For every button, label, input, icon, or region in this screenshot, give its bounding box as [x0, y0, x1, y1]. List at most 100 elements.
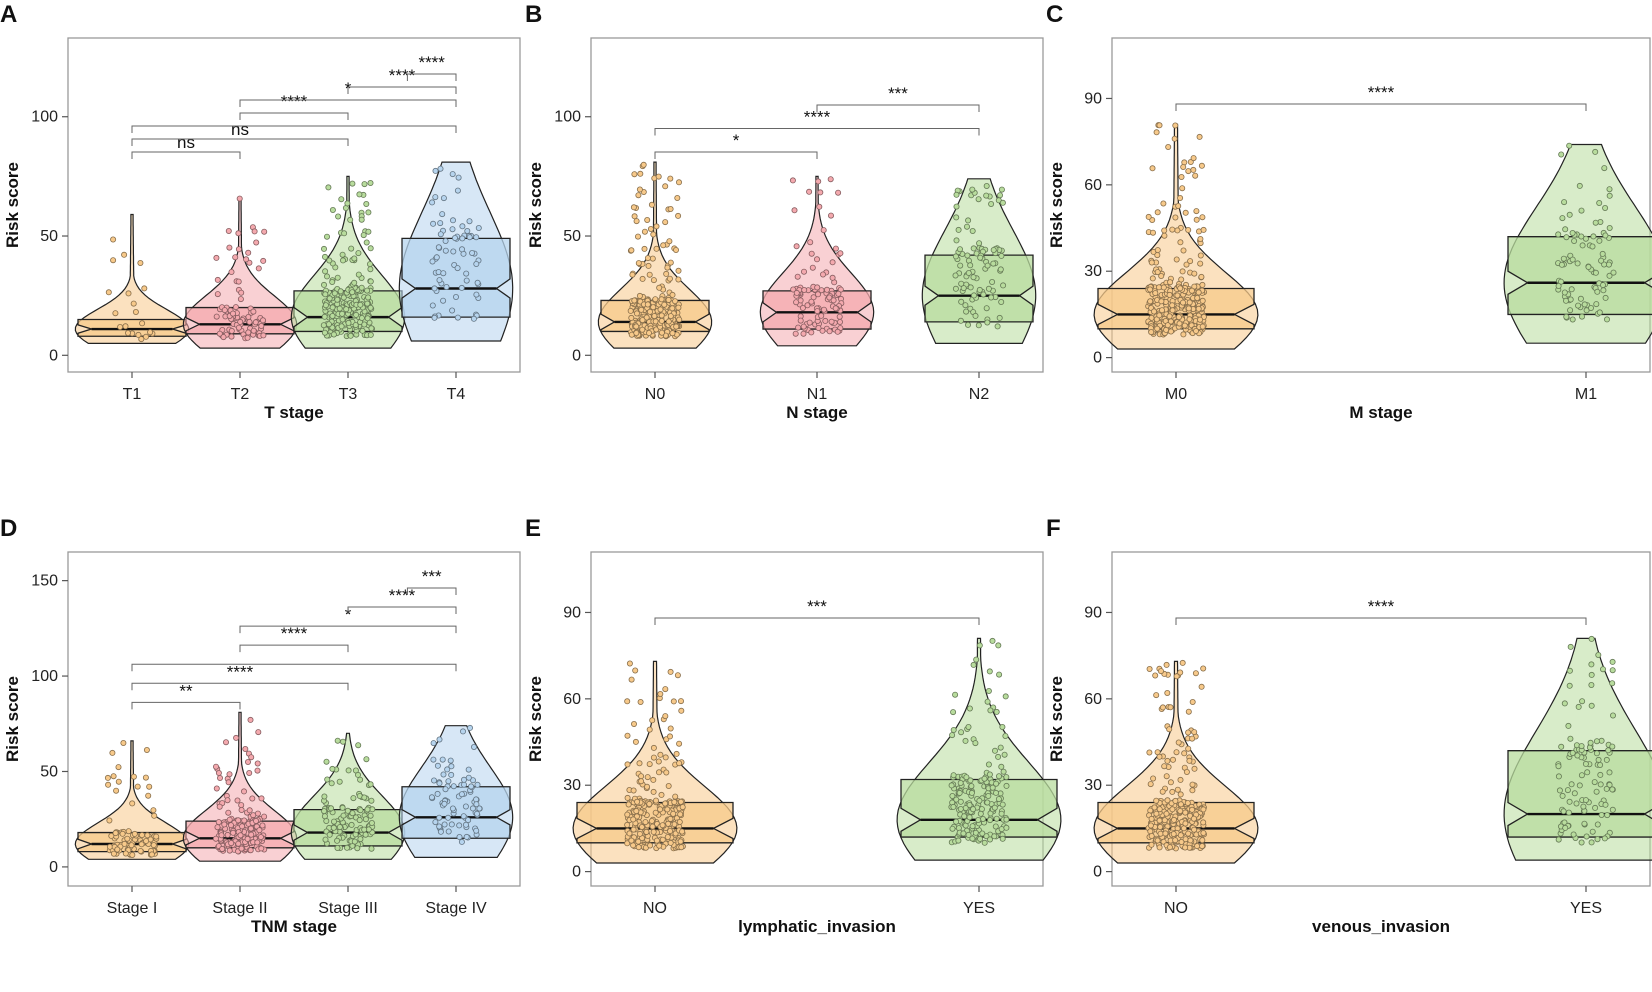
data-point	[667, 839, 674, 846]
data-point	[672, 793, 679, 800]
data-point	[121, 251, 128, 258]
data-point	[1199, 323, 1206, 330]
data-point	[658, 791, 665, 798]
data-point	[646, 761, 653, 768]
data-point	[254, 767, 261, 774]
data-point	[451, 234, 458, 241]
data-point	[1002, 733, 1009, 740]
data-point	[428, 794, 435, 801]
data-point	[969, 823, 976, 830]
data-point	[323, 818, 330, 825]
data-point	[238, 807, 245, 814]
significance-bracket: ***	[406, 567, 457, 595]
data-point	[1149, 165, 1156, 172]
data-point	[1595, 756, 1602, 763]
data-point	[439, 756, 446, 763]
data-point	[1555, 282, 1562, 289]
data-point	[1569, 316, 1576, 323]
data-point	[345, 767, 352, 774]
data-point	[678, 844, 685, 851]
data-point	[663, 769, 670, 776]
data-point	[447, 757, 454, 764]
data-point	[228, 333, 235, 340]
data-point	[228, 268, 235, 275]
data-point	[212, 835, 219, 842]
data-point	[1197, 316, 1204, 323]
data-point	[462, 803, 469, 810]
significance-label: ****	[1368, 597, 1395, 616]
data-point	[667, 828, 674, 835]
data-point	[440, 771, 447, 778]
data-point	[795, 324, 802, 331]
data-point	[966, 802, 973, 809]
data-point	[1181, 750, 1188, 757]
data-point	[361, 794, 368, 801]
data-point	[650, 828, 657, 835]
data-point	[636, 292, 643, 299]
data-point	[1594, 288, 1601, 295]
data-point	[673, 323, 680, 330]
data-point	[1592, 269, 1599, 276]
data-point	[957, 798, 964, 805]
data-point	[1161, 817, 1168, 824]
data-point	[950, 709, 957, 716]
data-point	[125, 329, 132, 336]
data-point	[246, 318, 253, 325]
significance-bracket: ****	[347, 586, 457, 615]
data-point	[1576, 782, 1583, 789]
data-point	[138, 832, 145, 839]
significance-label: ***	[422, 567, 442, 586]
data-point	[1184, 800, 1191, 807]
data-point	[636, 760, 643, 767]
group-t4	[398, 161, 514, 342]
bracket-line	[406, 73, 457, 81]
data-point	[334, 296, 341, 303]
data-point	[1159, 788, 1166, 795]
data-point	[323, 273, 330, 280]
y-tick-label: 0	[49, 347, 58, 364]
data-point	[463, 277, 470, 284]
data-point	[667, 668, 674, 675]
data-point	[1606, 224, 1613, 231]
data-point	[144, 832, 151, 839]
data-point	[247, 847, 254, 854]
data-point	[430, 777, 437, 784]
data-point	[1597, 781, 1604, 788]
data-point	[232, 304, 239, 311]
data-point	[222, 739, 229, 746]
data-point	[1197, 260, 1204, 267]
data-point	[329, 304, 336, 311]
data-point	[1566, 798, 1573, 805]
data-point	[987, 836, 994, 843]
data-point	[468, 783, 475, 790]
data-point	[1156, 806, 1163, 813]
data-point	[968, 789, 975, 796]
data-point	[996, 671, 1003, 678]
data-point	[1579, 698, 1586, 705]
data-point	[153, 833, 160, 840]
data-point	[1156, 844, 1163, 851]
x-axis-title: T stage	[264, 403, 324, 422]
data-point	[949, 793, 956, 800]
data-point	[259, 317, 266, 324]
data-point	[244, 835, 251, 842]
data-point	[644, 216, 651, 223]
data-point	[247, 716, 254, 723]
data-point	[248, 831, 255, 838]
data-point	[658, 329, 665, 336]
data-point	[995, 753, 1002, 760]
data-point	[957, 780, 964, 787]
data-point	[1609, 667, 1616, 674]
data-point	[359, 327, 366, 334]
y-tick-label: 100	[31, 109, 58, 126]
data-point	[1160, 200, 1167, 207]
data-point	[1589, 828, 1596, 835]
data-point	[1196, 133, 1203, 140]
data-point	[252, 817, 259, 824]
data-point	[789, 177, 796, 184]
data-point	[650, 776, 657, 783]
data-point	[677, 811, 684, 818]
significance-bracket: ****	[406, 53, 457, 81]
data-point	[449, 307, 456, 314]
data-point	[245, 249, 252, 256]
